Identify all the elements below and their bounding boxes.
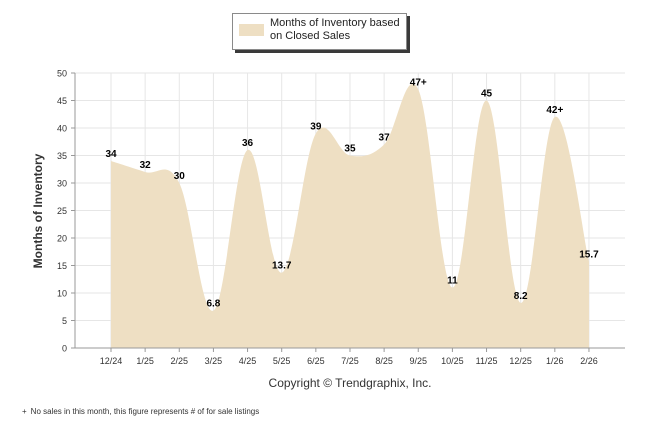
- y-tick-label: 45: [57, 96, 67, 106]
- data-label: 30: [174, 171, 186, 182]
- y-tick-label: 5: [62, 316, 67, 326]
- data-labels: 34 32 30 6.8 36 13.7 39 35 37 47+ 11 45 8.2 42+ 15.7: [105, 78, 599, 310]
- y-tick-label: 30: [57, 179, 67, 189]
- data-label: 13.7: [272, 261, 292, 272]
- legend: Months of Inventory based on Closed Sale…: [232, 13, 407, 50]
- x-tick-label: 12/24: [100, 356, 123, 366]
- x-tick-label: 5/25: [273, 356, 291, 366]
- data-label: 34: [105, 149, 117, 160]
- data-label: 39: [310, 122, 322, 133]
- footnote: + No sales in this month, this figure re…: [22, 407, 259, 416]
- x-tick-label: 2/26: [580, 356, 598, 366]
- data-label: 42+: [546, 105, 563, 116]
- y-tick-labels: 0 5 10 15 20 25 30 35 40 45 50: [57, 69, 67, 354]
- x-tick-label: 10/25: [441, 356, 464, 366]
- data-label: 32: [140, 160, 152, 171]
- data-label: 6.8: [206, 299, 220, 310]
- copyright-text: Copyright © Trendgraphix, Inc.: [269, 376, 432, 390]
- area-series: [111, 83, 589, 348]
- data-label: 8.2: [514, 291, 528, 302]
- x-tick-label: 9/25: [409, 356, 427, 366]
- x-tick-label: 12/25: [509, 356, 532, 366]
- x-tick-label: 3/25: [205, 356, 223, 366]
- x-tick-label: 1/26: [546, 356, 564, 366]
- data-label: 47+: [410, 78, 427, 89]
- data-label: 15.7: [579, 250, 599, 261]
- legend-swatch: [239, 24, 264, 36]
- data-label: 36: [242, 138, 254, 149]
- area-fill: [111, 83, 589, 348]
- x-tick-label: 2/25: [171, 356, 189, 366]
- data-label: 35: [344, 144, 356, 155]
- x-tick-label: 4/25: [239, 356, 257, 366]
- y-tick-label: 20: [57, 234, 67, 244]
- y-tick-label: 50: [57, 69, 67, 79]
- footnote-symbol: +: [22, 407, 27, 416]
- y-tick-label: 35: [57, 151, 67, 161]
- x-tick-label: 8/25: [375, 356, 393, 366]
- x-tick-labels: 12/24 1/25 2/25 3/25 4/25 5/25 6/25 7/25 8/25 9/2…: [100, 356, 598, 366]
- y-axis-label: Months of Inventory: [31, 153, 45, 268]
- y-tick-label: 10: [57, 289, 67, 299]
- legend-label: Months of Inventory based on Closed Sale…: [270, 17, 400, 42]
- y-tick-label: 15: [57, 261, 67, 271]
- y-tick-label: 0: [62, 344, 67, 354]
- y-tick-label: 25: [57, 206, 67, 216]
- data-label: 45: [481, 89, 493, 100]
- axes: [71, 72, 625, 352]
- data-label: 37: [379, 133, 391, 144]
- x-tick-label: 1/25: [136, 356, 154, 366]
- y-tick-label: 40: [57, 124, 67, 134]
- x-tick-label: 6/25: [307, 356, 325, 366]
- x-tick-label: 11/25: [476, 356, 498, 366]
- footnote-text: No sales in this month, this figure repr…: [30, 407, 260, 416]
- data-label: 11: [447, 276, 458, 287]
- x-tick-label: 7/25: [341, 356, 359, 366]
